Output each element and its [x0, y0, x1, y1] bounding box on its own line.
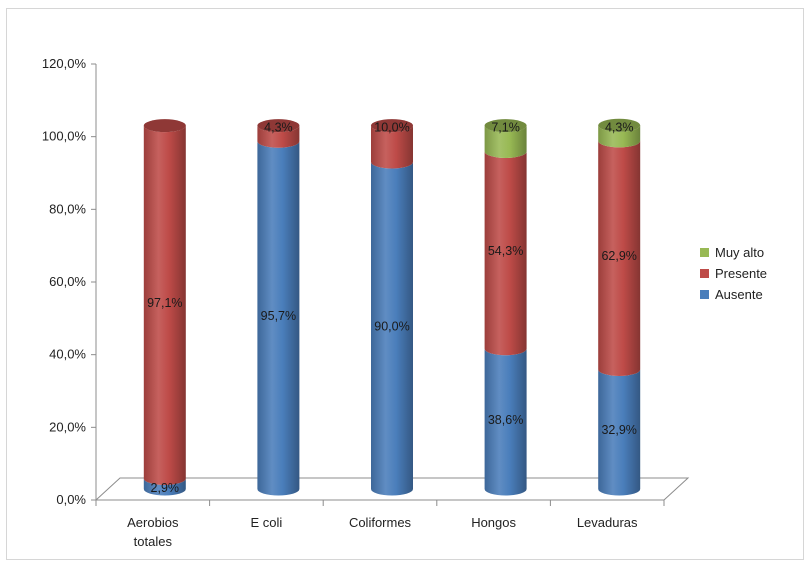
- legend-swatch: [700, 248, 709, 257]
- bar-top-cap: [598, 118, 641, 132]
- data-label: 4,3%: [605, 120, 634, 134]
- data-label: 90,0%: [374, 320, 409, 334]
- x-category-label: E coli: [251, 515, 283, 530]
- data-label: 38,6%: [488, 413, 523, 427]
- bar-segment-presente: [257, 125, 300, 148]
- y-tick-label: 20,0%: [49, 419, 86, 434]
- bar-segment-ausente: [598, 369, 641, 496]
- x-category-label: Levaduras: [577, 515, 638, 530]
- x-category-label: Hongos: [471, 515, 516, 530]
- x-category-label: Coliformes: [349, 515, 412, 530]
- data-label: 97,1%: [147, 296, 182, 310]
- legend-label: Presente: [715, 266, 767, 281]
- y-tick-label: 40,0%: [49, 347, 86, 362]
- bar-segment-presente: [598, 140, 641, 376]
- bar-segment-ausente: [371, 162, 413, 496]
- bar-segment-presente: [371, 125, 413, 169]
- bar-top-cap: [143, 119, 186, 133]
- x-category-label: totales: [134, 534, 173, 549]
- data-label: 62,9%: [601, 249, 636, 263]
- bar-top-cap: [371, 119, 413, 133]
- data-label: 54,3%: [488, 244, 523, 258]
- y-tick-label: 100,0%: [42, 129, 87, 144]
- bar-segment-ausente: [143, 478, 186, 496]
- data-label: 32,9%: [601, 423, 636, 437]
- legend-label: Ausente: [715, 287, 763, 302]
- bar-segment-ausente: [484, 348, 527, 496]
- y-tick-label: 60,0%: [49, 274, 86, 289]
- bar-segment-presente: [484, 151, 527, 356]
- y-tick-label: 0,0%: [56, 492, 86, 507]
- y-tick-label: 120,0%: [42, 56, 87, 71]
- bar-top-cap: [257, 119, 300, 133]
- data-label: 7,1%: [491, 121, 520, 135]
- bar-segment-muy-alto: [598, 125, 641, 148]
- data-label: 4,3%: [264, 121, 293, 135]
- bar-top-cap: [484, 119, 527, 133]
- legend-label: Muy alto: [715, 245, 764, 260]
- data-label: 2,9%: [151, 481, 180, 495]
- bar-segment-presente: [143, 125, 186, 485]
- bar-segment-ausente: [257, 141, 300, 496]
- data-label: 95,7%: [261, 309, 296, 323]
- legend-swatch: [700, 269, 709, 278]
- data-label: 10,0%: [374, 121, 409, 135]
- x-category-label: Aerobios: [127, 515, 179, 530]
- legend-swatch: [700, 290, 709, 299]
- bar-segment-muy-alto: [484, 125, 527, 158]
- y-tick-label: 80,0%: [49, 201, 86, 216]
